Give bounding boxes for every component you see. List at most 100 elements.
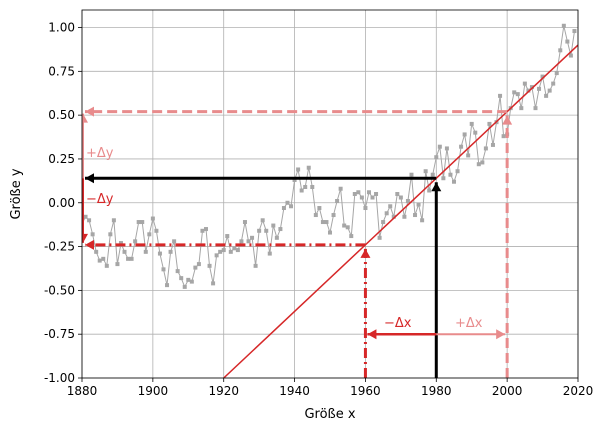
y-tick-label: -1.00 <box>44 371 75 385</box>
data-point <box>522 81 527 86</box>
data-point <box>413 213 418 218</box>
data-point <box>296 167 301 172</box>
arrow-x1980-up-head <box>431 182 442 192</box>
data-point <box>129 256 134 261</box>
data-point <box>370 195 375 200</box>
data-point <box>186 277 191 282</box>
data-point <box>551 81 556 86</box>
data-point <box>140 220 145 225</box>
arrow-plus-dy-head <box>82 113 88 123</box>
data-point <box>214 253 219 258</box>
data-point <box>384 211 389 216</box>
data-point <box>356 190 361 195</box>
data-point <box>476 162 481 167</box>
data-point <box>161 267 166 272</box>
data-point <box>281 206 286 211</box>
data-point <box>462 132 467 137</box>
data-point <box>260 218 265 223</box>
data-point <box>299 188 304 193</box>
arrow-x1960-up-head <box>360 248 371 258</box>
y-tick-label: -0.25 <box>44 240 75 254</box>
data-point <box>512 90 517 95</box>
x-tick-label: 1920 <box>208 384 239 398</box>
y-tick-label: -0.75 <box>44 327 75 341</box>
y-tick-label: 0.25 <box>48 152 75 166</box>
x-tick-label: 2020 <box>563 384 594 398</box>
data-point <box>317 206 322 211</box>
data-point <box>232 246 237 251</box>
arrow-x1960-left-head <box>85 239 94 250</box>
plot-area-background <box>82 10 578 378</box>
data-point <box>221 248 226 253</box>
arrow-x1980-left-head <box>85 173 94 184</box>
data-point <box>189 279 194 284</box>
data-point <box>250 235 255 240</box>
arrow-minus-dy-head <box>82 233 88 243</box>
data-point <box>239 239 244 244</box>
x-tick-label: 2000 <box>492 384 523 398</box>
data-point <box>175 269 180 274</box>
data-point <box>313 213 318 218</box>
data-point <box>391 214 396 219</box>
data-point <box>416 202 421 207</box>
data-point <box>459 144 464 149</box>
data-point <box>94 249 99 254</box>
data-point <box>568 53 573 58</box>
data-point <box>430 172 435 177</box>
data-point <box>558 48 563 53</box>
data-point <box>342 223 347 228</box>
data-point <box>310 184 315 189</box>
data-point <box>437 144 442 149</box>
data-point <box>289 204 294 209</box>
data-point <box>133 239 138 244</box>
data-point <box>483 146 488 151</box>
data-point <box>490 142 495 147</box>
data-point <box>285 200 290 205</box>
data-point <box>423 169 428 174</box>
data-point <box>469 121 474 126</box>
data-point <box>480 160 485 165</box>
data-point <box>345 225 350 230</box>
data-point <box>405 199 410 204</box>
x-tick-label: 1880 <box>67 384 98 398</box>
data-point <box>196 262 201 267</box>
x-tick-label: 1900 <box>138 384 169 398</box>
data-point <box>87 218 92 223</box>
data-point <box>533 106 538 111</box>
data-point <box>572 29 577 34</box>
data-point <box>366 190 371 195</box>
data-point <box>118 241 123 246</box>
data-point <box>487 121 492 126</box>
annotation-labels: +Δy −Δy −Δx +Δx <box>86 146 483 331</box>
fit-line <box>223 44 578 378</box>
data-point <box>338 186 343 191</box>
x-axis-label: Größe x <box>304 407 355 422</box>
data-point <box>193 265 198 270</box>
data-point <box>172 239 177 244</box>
data-point <box>179 276 184 281</box>
x-tick-label: 1980 <box>421 384 452 398</box>
data-point <box>211 281 216 286</box>
data-point <box>324 220 329 225</box>
data-point <box>409 172 414 177</box>
data-point <box>246 239 251 244</box>
x-tick-label: 1940 <box>279 384 310 398</box>
data-point <box>537 86 542 91</box>
data-point <box>267 251 272 256</box>
data-point <box>90 232 95 237</box>
data-point <box>320 220 325 225</box>
data-point <box>242 220 247 225</box>
data-point <box>498 93 503 98</box>
data-point <box>452 179 456 184</box>
data-point <box>154 228 159 233</box>
axes <box>78 9 579 382</box>
fit-line-layer <box>223 44 578 378</box>
minus-dy-label: −Δy <box>86 192 114 207</box>
minus-dx-label: −Δx <box>384 316 412 331</box>
plot-frame <box>81 9 579 379</box>
data-point <box>352 192 357 196</box>
data-point <box>200 228 205 233</box>
data-point <box>104 263 109 268</box>
